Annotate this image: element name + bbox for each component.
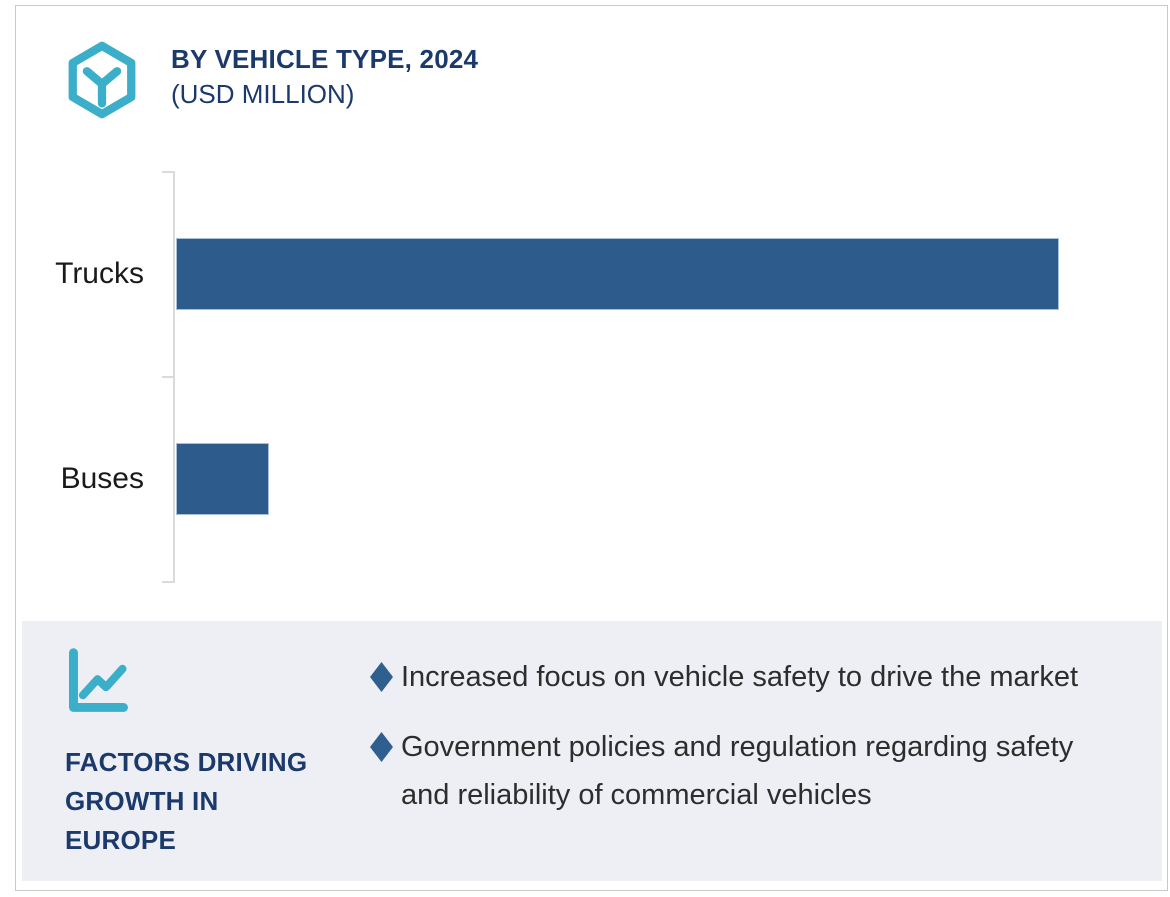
factor-text: Government policies and regulation regar… <box>401 731 1074 811</box>
bar-buses <box>176 442 269 515</box>
factor-text: Increased focus on vehicle safety to dri… <box>401 661 1079 693</box>
factor-bullet: Increased focus on vehicle safety to dri… <box>370 653 1130 701</box>
axis-tick <box>162 171 173 173</box>
chart-title: BY VEHICLE TYPE, 2024 <box>171 44 479 74</box>
y-axis-line <box>173 171 175 583</box>
factors-heading: FACTORS DRIVING GROWTH IN EUROPE <box>65 747 308 855</box>
diamond-bullet-icon <box>370 662 393 692</box>
axis-tick <box>162 376 173 378</box>
line-chart-icon <box>69 648 128 712</box>
vehicle-type-card: BY VEHICLE TYPE, 2024 (USD MILLION) Truc… <box>15 5 1168 891</box>
cube-hexagon-icon <box>68 41 136 119</box>
factors-bullet-list: Increased focus on vehicle safety to dri… <box>370 653 1130 841</box>
factors-panel: FACTORS DRIVING GROWTH IN EUROPE Increas… <box>22 621 1162 881</box>
chart-title-block: BY VEHICLE TYPE, 2024 (USD MILLION) <box>171 42 478 112</box>
bar-chart: Trucks Buses <box>16 6 1167 621</box>
factor-bullet: Government policies and regulation regar… <box>370 723 1130 819</box>
axis-tick <box>162 581 173 583</box>
bar-trucks <box>176 237 1059 310</box>
bar-label-trucks: Trucks <box>55 256 144 290</box>
chart-subtitle: (USD MILLION) <box>171 79 355 109</box>
diamond-bullet-icon <box>370 732 393 762</box>
bar-label-buses: Buses <box>60 461 144 495</box>
